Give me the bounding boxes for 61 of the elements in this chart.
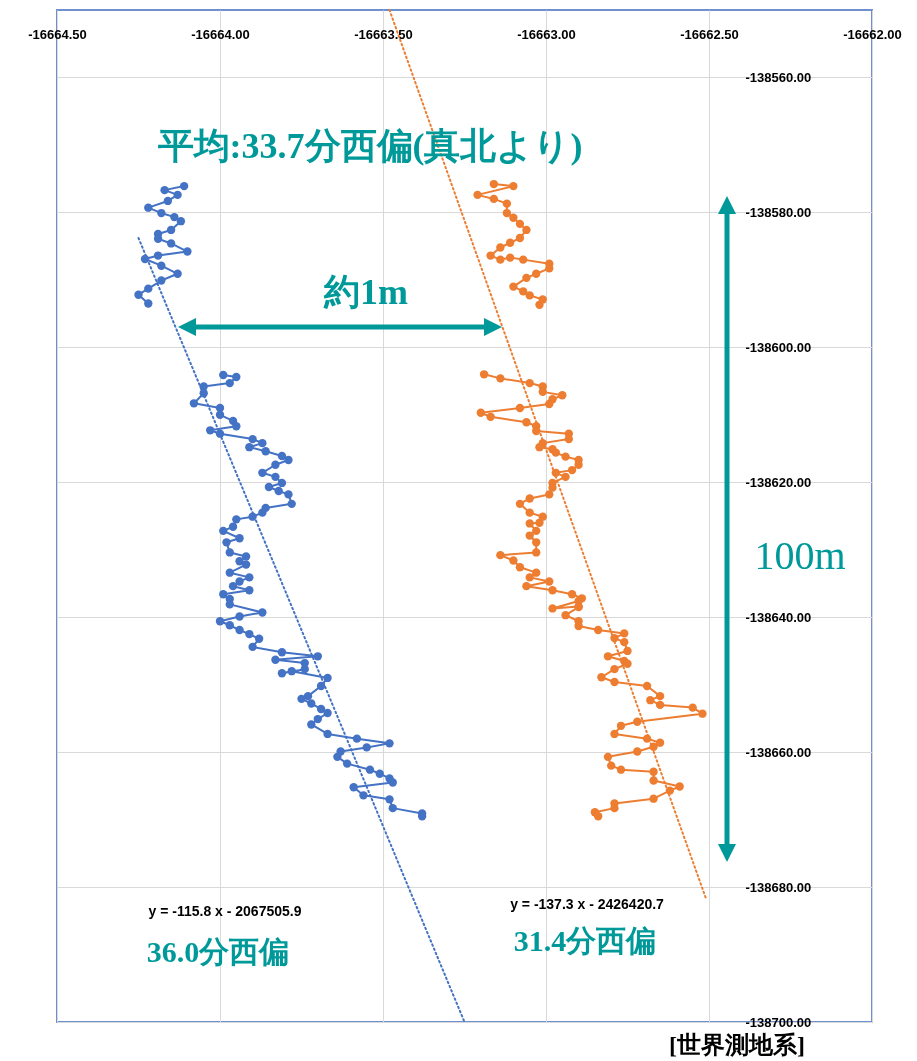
point bbox=[166, 225, 176, 235]
point bbox=[489, 179, 499, 189]
point bbox=[505, 253, 515, 262]
annotation: 31.4分西偏 bbox=[513, 924, 657, 957]
point bbox=[509, 181, 518, 191]
point bbox=[163, 196, 173, 206]
point bbox=[157, 208, 166, 218]
point bbox=[160, 185, 169, 195]
annotation: y = -115.8 x - 2067505.9 bbox=[148, 903, 302, 919]
point bbox=[144, 299, 153, 308]
x-tick-label: -16662.50 bbox=[680, 26, 739, 42]
point bbox=[489, 194, 499, 204]
point bbox=[519, 255, 528, 264]
point bbox=[509, 282, 518, 291]
annotation: 36.0分西偏 bbox=[146, 935, 290, 968]
y-tick-label: -138640.00 bbox=[745, 609, 812, 625]
annotation: 100m bbox=[754, 533, 846, 578]
point bbox=[473, 190, 482, 200]
point bbox=[502, 208, 512, 218]
annotation: 平均:33.7分西偏(真北より) bbox=[157, 126, 583, 166]
point bbox=[522, 273, 531, 283]
point bbox=[157, 276, 166, 285]
point bbox=[183, 247, 192, 256]
y-tick-label: -138560.00 bbox=[745, 69, 812, 85]
point bbox=[153, 251, 163, 260]
point bbox=[144, 284, 153, 293]
point bbox=[173, 190, 182, 200]
point bbox=[496, 255, 505, 264]
point bbox=[515, 219, 525, 229]
point bbox=[176, 217, 186, 226]
annotation: y = -137.3 x - 2426420.7 bbox=[510, 896, 665, 912]
point bbox=[170, 212, 179, 222]
x-tick-label: -16664.00 bbox=[191, 26, 250, 42]
point bbox=[134, 290, 143, 299]
point bbox=[166, 239, 176, 248]
point bbox=[515, 233, 525, 243]
x-tick-label: -16663.50 bbox=[354, 26, 413, 42]
point bbox=[535, 300, 544, 309]
annotation: 約1m bbox=[323, 272, 408, 312]
y-tick-label: -138580.00 bbox=[745, 204, 812, 220]
point bbox=[502, 199, 512, 208]
point bbox=[140, 254, 150, 264]
point bbox=[532, 269, 541, 278]
point bbox=[505, 238, 515, 247]
y-tick-label: -138600.00 bbox=[745, 339, 812, 355]
point bbox=[173, 269, 182, 278]
y-tick-label: -138680.00 bbox=[745, 879, 812, 895]
point bbox=[509, 213, 518, 222]
x-tick-label: -16663.00 bbox=[517, 26, 576, 42]
point bbox=[144, 203, 153, 212]
y-tick-label: -138660.00 bbox=[745, 744, 812, 760]
text: [世界測地系] bbox=[669, 1032, 805, 1058]
point bbox=[157, 261, 166, 270]
point bbox=[486, 251, 495, 260]
point bbox=[519, 287, 528, 296]
point bbox=[179, 181, 189, 191]
point bbox=[545, 264, 554, 273]
point bbox=[525, 291, 534, 300]
y-tick-label: -138620.00 bbox=[745, 474, 812, 490]
point bbox=[496, 243, 505, 252]
point bbox=[522, 225, 531, 235]
